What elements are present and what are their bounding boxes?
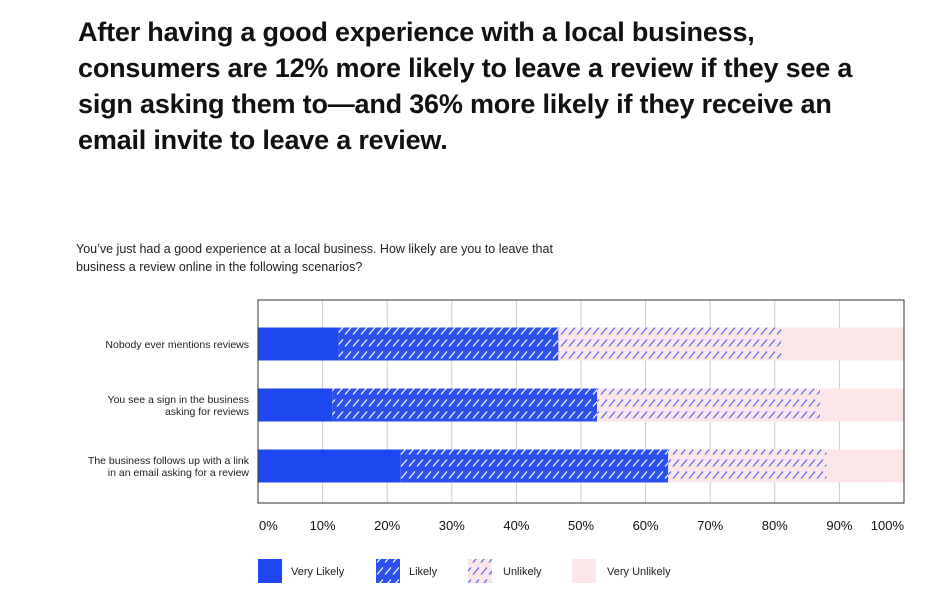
x-tick-label: 50%	[568, 518, 594, 533]
legend-label: Unlikely	[503, 566, 542, 578]
legend-label: Very Unlikely	[607, 566, 671, 578]
x-tick-label: 10%	[310, 518, 336, 533]
headline: After having a good experience with a lo…	[78, 17, 853, 155]
x-tick-label: 40%	[503, 518, 529, 533]
legend-swatch-very-likely	[258, 559, 282, 583]
legend-label: Likely	[409, 566, 438, 578]
bar-segment-unlikely	[668, 449, 827, 483]
category-label: Nobody ever mentions reviews	[105, 339, 249, 351]
legend-swatch-likely	[376, 559, 400, 583]
x-tick-label: 20%	[374, 518, 400, 533]
bar-segment-very-unlikely	[820, 388, 904, 422]
category-label: You see a sign in the business	[108, 394, 249, 406]
bar-segment-very-unlikely	[826, 449, 904, 483]
bar-segment-very-likely	[258, 327, 339, 361]
bar-segment-likely	[332, 388, 598, 422]
bar-segment-likely	[338, 327, 559, 361]
x-tick-label: 0%	[259, 518, 278, 533]
legend-swatch-very-unlikely	[572, 559, 596, 583]
x-tick-label: 30%	[439, 518, 465, 533]
legend-swatch-unlikely	[468, 559, 492, 583]
bar-segment-unlikely	[597, 388, 821, 422]
bar-segment-very-likely	[258, 388, 333, 422]
x-tick-label: 100%	[871, 518, 905, 533]
category-label: in an email asking for a review	[108, 467, 250, 479]
x-tick-label: 70%	[697, 518, 723, 533]
x-tick-label: 60%	[633, 518, 659, 533]
plot-frame	[257, 299, 905, 504]
bar-segment-likely	[400, 449, 669, 483]
survey-question: You’ve just had a good experience at a l…	[76, 242, 553, 274]
category-label: asking for reviews	[165, 406, 249, 418]
bar-segment-unlikely	[558, 327, 782, 361]
x-tick-label: 80%	[762, 518, 788, 533]
x-tick-label: 90%	[826, 518, 852, 533]
legend-label: Very Likely	[291, 566, 345, 578]
bar-segment-very-unlikely	[781, 327, 904, 361]
bar-segment-very-likely	[258, 449, 401, 483]
category-label: The business follows up with a link	[88, 455, 250, 467]
